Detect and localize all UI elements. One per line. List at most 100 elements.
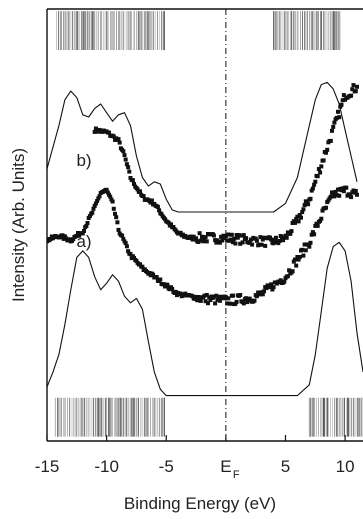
data-point [318,170,323,175]
data-point [180,232,185,237]
data-point [211,233,216,238]
data-point [247,240,252,245]
data-point [93,126,98,131]
data-point [259,290,264,295]
data-point [128,176,133,180]
data-point [219,234,224,239]
data-point [339,102,344,107]
data-point [258,292,263,297]
data-point [260,292,265,297]
data-point [291,259,296,264]
data-point [253,236,258,241]
data-point [67,237,72,242]
data-point [60,233,65,238]
data-point [159,212,164,217]
data-point [284,235,289,240]
data-point [293,257,297,262]
data-point [61,236,66,241]
data-point [326,198,331,203]
data-point [80,231,85,236]
data-point [203,235,208,240]
data-point [309,232,314,237]
data-point [96,196,101,201]
x-tick-label: -10 [94,457,119,476]
data-point [318,218,323,223]
data-point [190,294,195,299]
data-point [231,293,235,298]
data-point [270,287,275,292]
data-point [149,198,154,203]
data-point [309,188,314,193]
data-point [217,240,222,245]
data-point [77,233,82,238]
data-point [165,282,170,287]
data-point [198,298,203,303]
data-point [340,98,345,103]
data-point [148,200,153,205]
data-point [294,263,299,268]
data-point [161,282,166,287]
data-point [127,169,132,174]
data-point [107,130,111,135]
data-point [313,179,318,184]
data-point [307,244,312,249]
data-point [223,234,228,239]
data-point [350,87,355,92]
measured-points [47,83,359,307]
data-point [296,219,301,224]
data-point [314,221,319,226]
data-point [252,298,257,303]
data-point [297,213,302,217]
data-point [124,244,129,249]
data-point [71,237,76,242]
data-point [197,231,202,236]
data-point [221,233,226,238]
data-point [62,234,67,239]
data-point [200,234,204,239]
data-point [262,235,266,240]
data-point [128,252,133,257]
data-point [138,189,142,194]
data-point [92,129,97,134]
data-point [116,137,121,142]
data-point [138,262,142,267]
data-point [90,210,95,215]
data-point [87,214,92,219]
data-point [336,187,340,192]
data-point [234,299,239,304]
data-point [328,138,333,143]
data-point [154,275,159,280]
data-point [223,295,228,300]
data-point [303,248,308,253]
data-point [93,201,98,206]
data-point [271,285,276,290]
data-point [123,241,128,246]
data-point [274,235,278,240]
data-point [196,240,201,244]
data-point [211,294,216,299]
data-point [141,194,146,199]
data-point [334,193,339,198]
data-point [301,253,306,258]
x-tick-label: -15 [35,457,60,476]
data-point [355,84,359,89]
data-point [281,238,286,243]
data-point [315,223,320,228]
data-point [237,233,241,238]
data-point [319,216,324,221]
data-point [214,240,219,245]
data-point [337,193,342,198]
x-tick-label-subscript: F [233,469,240,481]
data-point [238,241,243,246]
data-point [330,128,334,133]
data-point [226,232,231,237]
data-point [351,188,356,193]
x-tick-label: E [220,457,231,476]
data-point [169,222,173,227]
data-point [269,237,274,242]
data-point [114,215,119,220]
data-point [121,236,126,241]
data-point [195,298,200,303]
data-point [257,242,262,247]
data-point [204,293,209,297]
